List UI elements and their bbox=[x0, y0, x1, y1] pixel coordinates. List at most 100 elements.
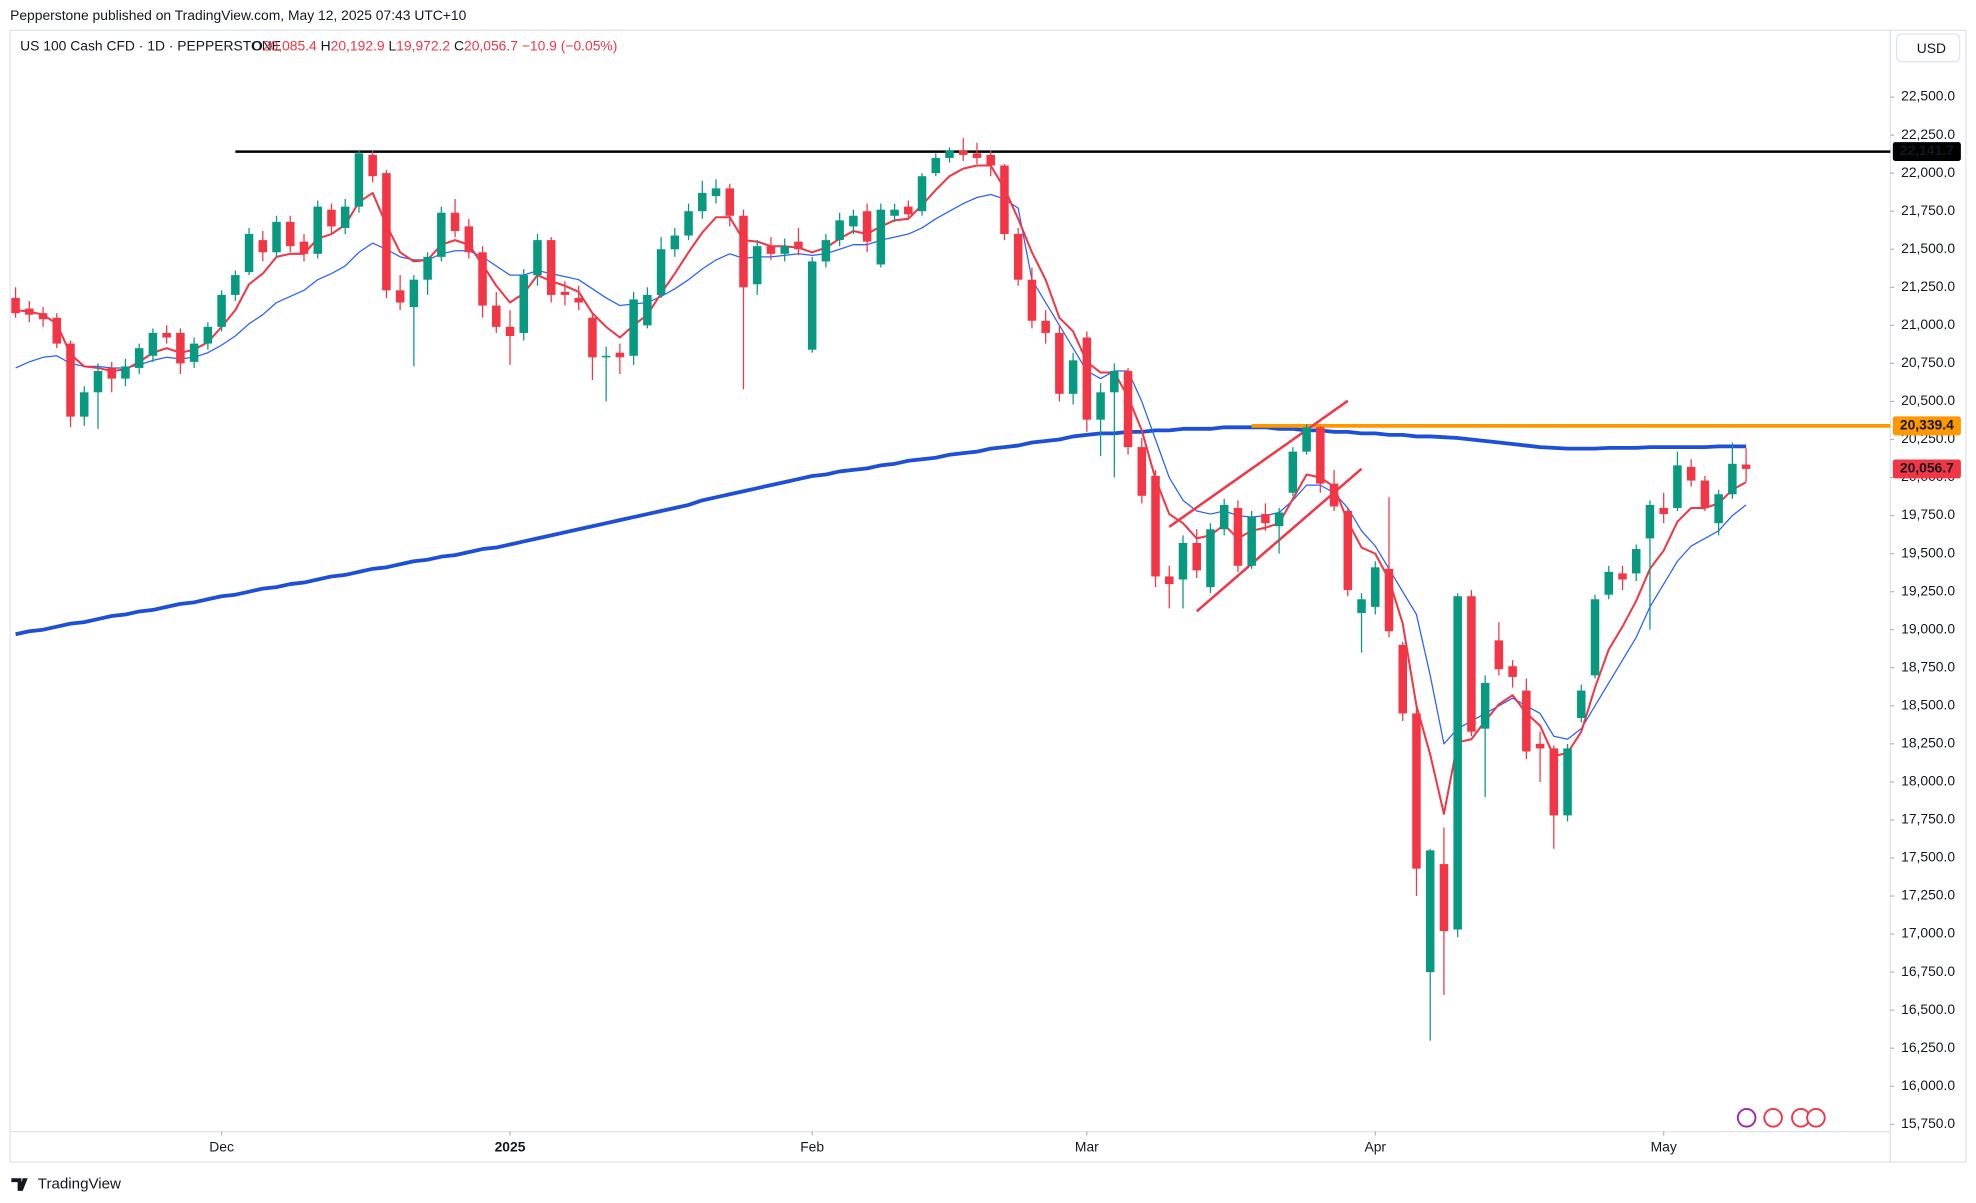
y-tick-label: 22,000.0 bbox=[1901, 164, 1955, 180]
ohlc-key: H bbox=[321, 37, 331, 53]
event-icons bbox=[1736, 1108, 1826, 1128]
candle-body bbox=[670, 235, 680, 250]
candle-body bbox=[546, 240, 556, 295]
candle-body bbox=[1728, 463, 1737, 495]
y-tick-label: 18,500.0 bbox=[1901, 696, 1955, 712]
candle-body bbox=[1137, 447, 1147, 496]
candle-body bbox=[79, 392, 89, 417]
ohlc-value: 20,056.7 bbox=[464, 37, 518, 53]
candle-body bbox=[464, 226, 474, 253]
candle-body bbox=[574, 297, 583, 303]
ohlc-legend: O20,085.4 H20,192.9 L19,972.2 C20,056.7 … bbox=[252, 37, 617, 53]
candle-body bbox=[368, 154, 377, 177]
level-tag-box bbox=[1892, 142, 1961, 162]
candle-body bbox=[244, 234, 254, 273]
candle-body bbox=[1233, 507, 1243, 566]
candle-body bbox=[107, 367, 116, 379]
candle-body bbox=[1055, 332, 1064, 394]
x-tick-label: Mar bbox=[1075, 1139, 1099, 1155]
x-tick-label: Feb bbox=[800, 1139, 824, 1155]
candle-body bbox=[725, 188, 735, 216]
candle-body bbox=[121, 366, 130, 379]
candle-body bbox=[643, 294, 652, 326]
candle-body bbox=[25, 308, 34, 315]
candle-body bbox=[560, 291, 570, 295]
candle-body bbox=[93, 370, 103, 393]
candle-body bbox=[272, 221, 281, 253]
candle-body bbox=[890, 209, 899, 216]
candle-body bbox=[904, 206, 913, 215]
ohlc-value: 20,192.9 bbox=[331, 37, 385, 53]
candle-body bbox=[1384, 568, 1394, 632]
candle-body bbox=[66, 343, 75, 417]
candle-body bbox=[711, 188, 721, 196]
y-tick-label: 16,250.0 bbox=[1901, 1039, 1955, 1055]
candle-body bbox=[189, 343, 199, 362]
candle-body bbox=[1110, 370, 1119, 393]
candle-body bbox=[1549, 748, 1559, 816]
candle-body bbox=[780, 246, 789, 254]
y-tick-label: 21,250.0 bbox=[1901, 278, 1955, 294]
candle-body bbox=[382, 173, 391, 291]
candle-body bbox=[1425, 850, 1435, 973]
y-tick-label: 18,000.0 bbox=[1901, 773, 1955, 789]
ohlc-value: 20,085.4 bbox=[263, 37, 317, 53]
candle-body bbox=[1741, 464, 1751, 469]
candle-body bbox=[1357, 599, 1366, 613]
candle-body bbox=[1206, 529, 1215, 588]
candle-body bbox=[849, 215, 858, 227]
candle-body bbox=[176, 332, 185, 364]
plot-frame bbox=[9, 29, 1967, 1163]
level-tag-box bbox=[1892, 416, 1961, 436]
currency-button[interactable] bbox=[1895, 33, 1961, 63]
trendline bbox=[1168, 399, 1349, 528]
candle-body bbox=[766, 246, 776, 254]
candle-body bbox=[1453, 596, 1462, 930]
y-tick-label: 19,000.0 bbox=[1901, 620, 1955, 636]
y-tick-label: 16,750.0 bbox=[1901, 963, 1955, 979]
candle-body bbox=[835, 220, 844, 241]
candle-body bbox=[1027, 279, 1037, 321]
x-tick-label: Dec bbox=[209, 1139, 234, 1155]
candle-body bbox=[1371, 567, 1380, 607]
y-tick-label: 17,000.0 bbox=[1901, 925, 1955, 941]
candle-body bbox=[972, 153, 982, 158]
candle-body bbox=[1000, 165, 1009, 235]
candle-body bbox=[409, 279, 419, 308]
candle-body bbox=[601, 355, 611, 358]
published-line: Pepperstone published on TradingView.com… bbox=[10, 7, 467, 23]
candle-body bbox=[1082, 337, 1092, 420]
candle-body bbox=[519, 275, 529, 333]
y-tick-label: 18,250.0 bbox=[1901, 735, 1955, 751]
ohlc-key: C bbox=[454, 37, 464, 53]
candle-body bbox=[313, 206, 322, 254]
candle-body bbox=[1261, 514, 1270, 524]
ohlc-key: L bbox=[388, 37, 396, 53]
candle-body bbox=[1302, 427, 1311, 452]
x-tick-label: Apr bbox=[1364, 1139, 1386, 1155]
y-tick-label: 19,500.0 bbox=[1901, 544, 1955, 560]
candle-body bbox=[231, 275, 240, 295]
candle-body bbox=[958, 150, 968, 155]
candle-body bbox=[354, 153, 364, 207]
candle-body bbox=[629, 299, 638, 356]
last-price-tag-box bbox=[1892, 459, 1961, 479]
candle-body bbox=[1480, 682, 1490, 729]
candle-body bbox=[656, 249, 666, 295]
candle-body bbox=[1604, 571, 1614, 595]
candle-body bbox=[821, 240, 831, 262]
candle-body bbox=[1123, 370, 1133, 448]
y-tick-label: 17,500.0 bbox=[1901, 849, 1955, 865]
candle-body bbox=[340, 206, 350, 228]
candle-body bbox=[698, 192, 707, 212]
candle-body bbox=[1151, 476, 1160, 577]
candle-body bbox=[1714, 494, 1723, 524]
candle-body bbox=[38, 313, 48, 320]
candle-body bbox=[1673, 465, 1682, 508]
candle-body bbox=[492, 305, 501, 327]
candle-body bbox=[1316, 427, 1325, 484]
candle-body bbox=[1659, 507, 1668, 515]
candle-body bbox=[1439, 864, 1449, 932]
